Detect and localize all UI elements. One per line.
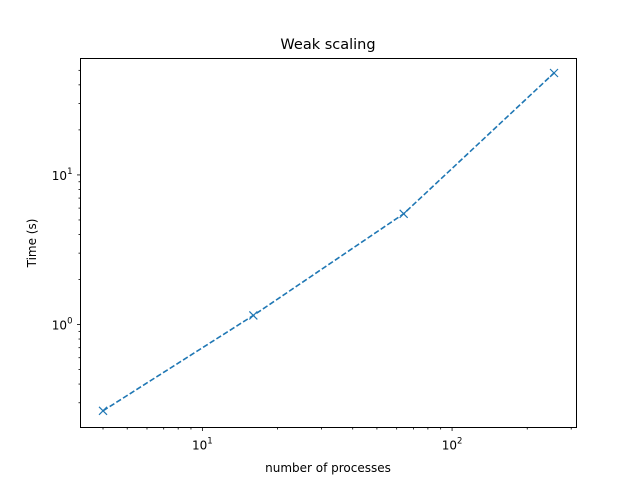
data-point-marker bbox=[549, 68, 559, 78]
data-point-marker bbox=[98, 406, 108, 416]
series-line bbox=[102, 72, 555, 412]
data-point-marker bbox=[248, 311, 258, 320]
y-tick-label: 101 bbox=[52, 167, 73, 183]
plot-area bbox=[98, 68, 559, 416]
x-tick-label: 102 bbox=[442, 437, 463, 453]
y-axis-label: Time (s) bbox=[25, 219, 39, 269]
x-axis-label: number of processes bbox=[265, 461, 391, 475]
marker-stroke bbox=[248, 311, 258, 320]
marker-stroke bbox=[399, 209, 409, 219]
tick-labels: 101 102 100 101 bbox=[52, 167, 463, 453]
axes-frame bbox=[80, 58, 577, 428]
axis-ticks bbox=[77, 69, 572, 431]
chart-title: Weak scaling bbox=[280, 37, 375, 53]
x-tick-label: 101 bbox=[192, 437, 213, 453]
marker-stroke bbox=[549, 68, 559, 78]
marker-stroke bbox=[98, 406, 108, 416]
y-tick-label: 100 bbox=[52, 317, 73, 333]
data-point-marker bbox=[399, 209, 409, 219]
